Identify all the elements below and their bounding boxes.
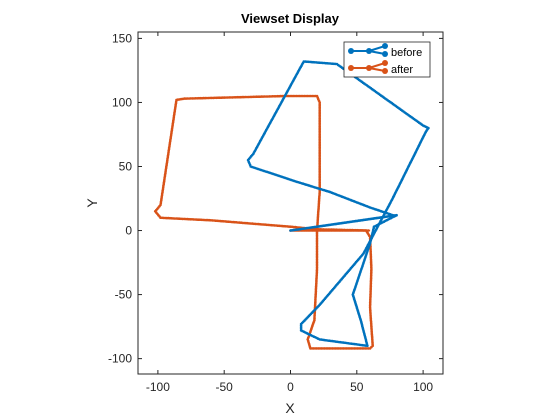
- y-tick-label: 0: [125, 224, 132, 238]
- after-point: [367, 229, 370, 232]
- legend-marker: [348, 65, 354, 71]
- y-axis-label: Y: [84, 198, 100, 208]
- y-tick-label: -100: [108, 352, 132, 366]
- legend-label-after: after: [391, 64, 413, 76]
- axes-background: [138, 32, 443, 374]
- y-tick-label: 100: [112, 95, 132, 109]
- x-axis: -100 -50 0 50 100: [146, 32, 433, 394]
- legend-marker: [382, 51, 388, 57]
- legend: before after: [343, 41, 431, 78]
- legend-marker: [382, 43, 388, 49]
- x-axis-label: X: [285, 400, 295, 416]
- y-tick-label: 50: [119, 159, 133, 173]
- x-tick-label: -100: [146, 380, 170, 394]
- y-tick-label: 150: [112, 31, 132, 45]
- x-tick-label: 0: [287, 380, 294, 394]
- x-tick-label: 50: [350, 380, 364, 394]
- series-before-markers: [246, 60, 430, 348]
- legend-marker: [382, 60, 388, 66]
- x-tick-label: 100: [413, 380, 433, 394]
- x-tick-label: -50: [216, 380, 234, 394]
- y-tick-label: -50: [115, 288, 133, 302]
- plot-area: [153, 60, 430, 350]
- legend-marker: [348, 48, 354, 54]
- legend-marker: [366, 65, 372, 71]
- legend-label-before: before: [391, 47, 422, 59]
- legend-marker: [382, 68, 388, 74]
- legend-marker: [366, 48, 372, 54]
- legend-entry-before: [348, 43, 388, 57]
- chart-title: Viewset Display: [241, 11, 340, 26]
- legend-entry-after: [348, 60, 388, 74]
- y-axis: -100 -50 0 50 100 150: [108, 31, 443, 366]
- before-point: [393, 214, 397, 218]
- series-after-markers: [153, 94, 375, 350]
